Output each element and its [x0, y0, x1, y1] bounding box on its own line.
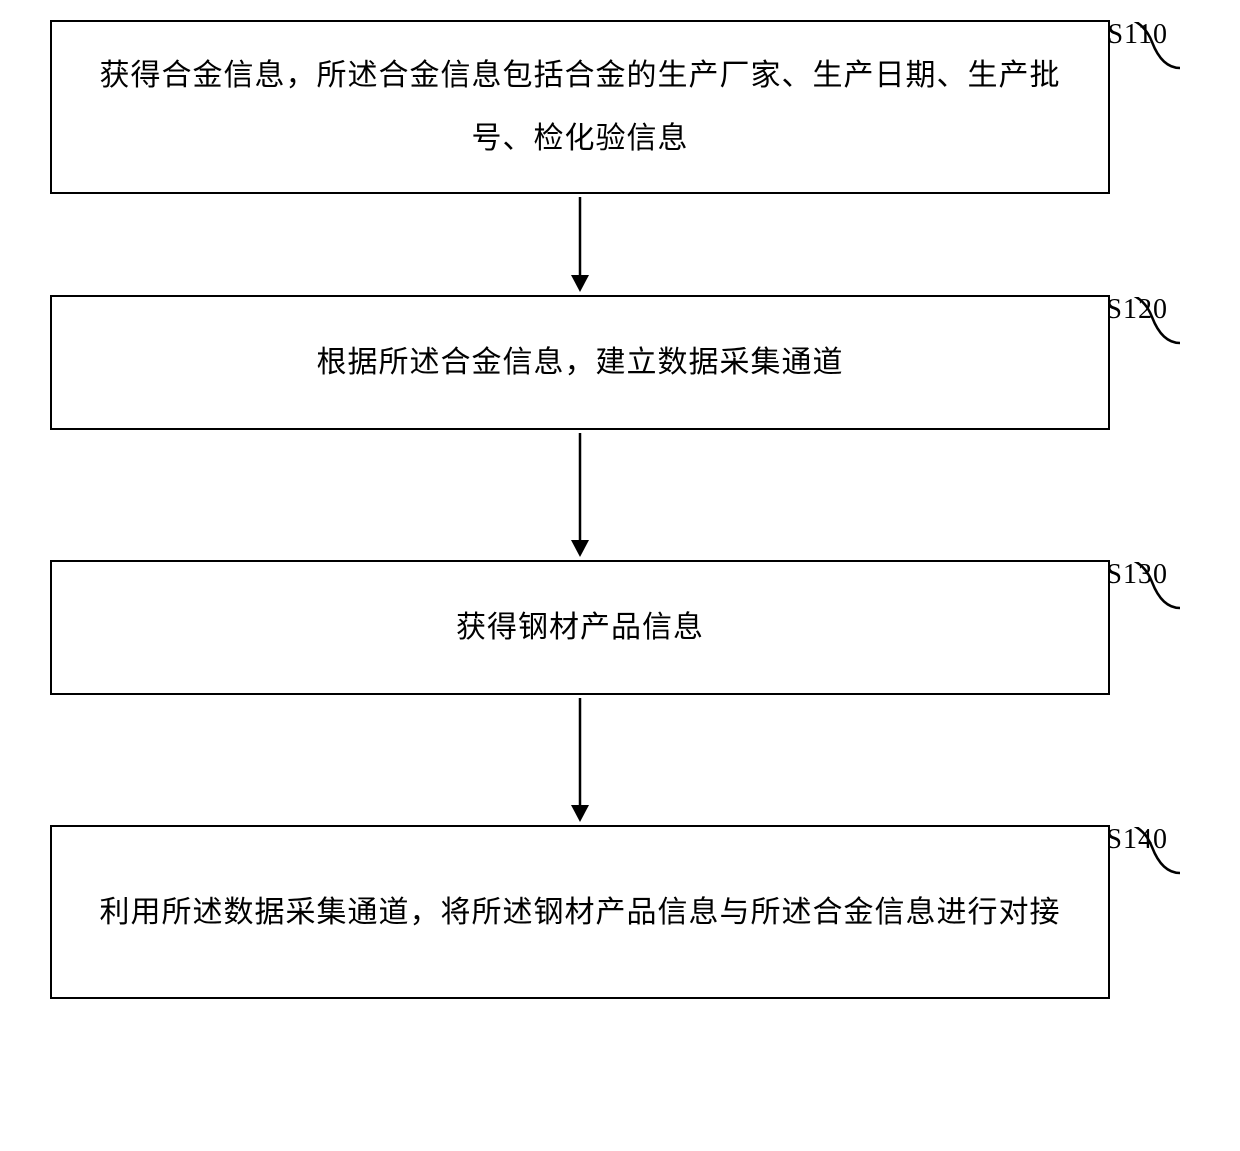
- step-text: 根据所述合金信息，建立数据采集通道: [317, 331, 844, 394]
- step-text: 利用所述数据采集通道，将所述钢材产品信息与所述合金信息进行对接: [100, 881, 1061, 944]
- flowchart-step-s120: 根据所述合金信息，建立数据采集通道 S120: [50, 295, 1110, 430]
- arrow-head-icon: [571, 805, 589, 822]
- flowchart-arrow-1: [565, 197, 595, 292]
- flowchart-step-s130: 获得钢材产品信息 S130: [50, 560, 1110, 695]
- arrow-head-icon: [571, 275, 589, 292]
- step-label-s120: S120: [1106, 281, 1168, 340]
- flowchart-step-s110: 获得合金信息，所述合金信息包括合金的生产厂家、生产日期、生产批号、检化验信息 S…: [50, 20, 1110, 194]
- step-label-s110: S110: [1107, 6, 1168, 65]
- step-label-s130: S130: [1106, 546, 1168, 605]
- flowchart-arrow-2: [565, 433, 595, 557]
- arrow-head-icon: [571, 540, 589, 557]
- step-text: 获得钢材产品信息: [456, 596, 704, 659]
- step-text: 获得合金信息，所述合金信息包括合金的生产厂家、生产日期、生产批号、检化验信息: [92, 44, 1068, 170]
- flowchart-arrow-3: [565, 698, 595, 822]
- flowchart-step-s140: 利用所述数据采集通道，将所述钢材产品信息与所述合金信息进行对接 S140: [50, 825, 1110, 999]
- step-label-s140: S140: [1106, 811, 1168, 870]
